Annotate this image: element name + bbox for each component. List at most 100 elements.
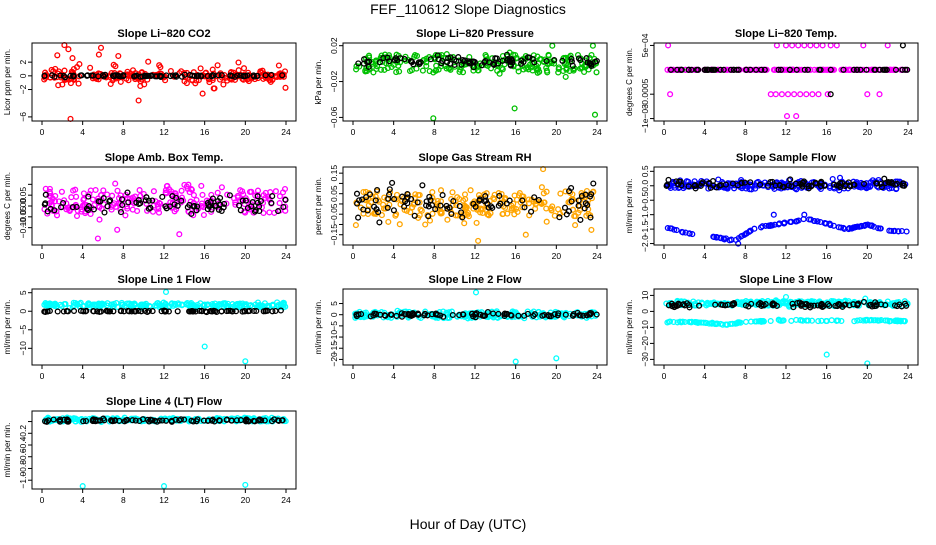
overlay-point (406, 311, 413, 318)
data-point (97, 44, 105, 51)
data-point (485, 212, 492, 219)
y-tick-label: −15 (329, 341, 339, 356)
overlay-point (90, 416, 97, 423)
data-point (44, 301, 51, 308)
overlay-point (73, 203, 80, 211)
data-point (462, 203, 469, 210)
overlay-point (144, 416, 151, 423)
data-point (592, 312, 599, 319)
overlay-point (827, 66, 834, 73)
overlay-point (43, 418, 50, 425)
y-axis-label: ml/min per min. (625, 179, 634, 234)
data-point (829, 175, 836, 183)
data-point (823, 351, 830, 358)
data-point (467, 187, 474, 194)
overlay-point (354, 200, 361, 207)
overlay-point (163, 72, 170, 79)
data-point (280, 301, 287, 308)
overlay-point (186, 71, 193, 78)
data-point (475, 67, 482, 74)
data-point (514, 64, 521, 71)
overlay-point (109, 418, 116, 425)
overlay-point (753, 66, 760, 73)
data-point (851, 318, 858, 325)
y-tick-label: −0.4 (18, 436, 28, 453)
data-point (757, 317, 764, 324)
data-point (74, 416, 81, 423)
overlay-point (466, 60, 473, 67)
overlay-point (733, 66, 740, 73)
x-tick-label: 12 (159, 127, 169, 137)
y-axis-label: degrees C per min. (3, 172, 12, 240)
overlay-point (275, 208, 282, 215)
data-point (229, 301, 236, 308)
data-point (771, 66, 779, 73)
overlay-point (456, 312, 463, 319)
overlay-point (196, 307, 203, 314)
x-tick-label: 8 (121, 127, 126, 137)
overlay-point (106, 198, 113, 205)
overlay-point (414, 199, 421, 206)
overlay-point (60, 72, 67, 79)
overlay-point (246, 307, 253, 314)
data-point (220, 81, 227, 88)
data-point (136, 187, 143, 194)
data-point (242, 481, 249, 488)
overlay-point (268, 199, 275, 207)
chart-panel: Slope Line 1 Flow ml/min per min. 0 4 8 12 16 2… (3, 274, 297, 381)
overlay-point (372, 197, 379, 204)
data-point (411, 194, 418, 201)
data-point (557, 190, 564, 197)
overlay-point (712, 301, 719, 308)
x-tick-label: 12 (159, 371, 169, 381)
data-point (385, 218, 392, 225)
data-point (93, 302, 100, 309)
data-point (434, 197, 441, 204)
x-tick-label: 16 (200, 251, 210, 261)
data-point (232, 201, 239, 208)
overlay-point (57, 416, 64, 423)
data-point (115, 52, 122, 60)
y-tick-label: −6 (18, 112, 28, 122)
x-tick-label: 0 (40, 251, 45, 261)
data-point (788, 317, 795, 324)
data-point (96, 216, 103, 223)
data-point (453, 202, 460, 209)
overlay-point (544, 312, 552, 319)
overlay-point (786, 66, 793, 73)
chart-title: Slope Line 1 Flow (118, 274, 211, 286)
data-point (186, 189, 193, 196)
data-point (362, 67, 369, 74)
overlay-point (435, 56, 442, 63)
y-tick-label: 0.0 (640, 180, 650, 192)
overlay-point (590, 180, 597, 187)
data-point (522, 231, 529, 238)
data-point (477, 209, 484, 216)
overlay-point (821, 182, 828, 189)
data-point (92, 186, 99, 194)
x-tick-label: 20 (241, 495, 251, 505)
overlay-point (237, 72, 244, 79)
data-point (269, 302, 276, 309)
overlay-point (239, 197, 246, 204)
overlay-point (888, 178, 895, 186)
overlay-point (429, 311, 436, 318)
overlay-point (61, 416, 68, 423)
data-point (779, 317, 786, 324)
data-point (203, 302, 210, 309)
overlay-point (679, 301, 686, 308)
y-axis-label: ml/min per min. (3, 423, 12, 478)
data-point (118, 299, 125, 306)
overlay-point (521, 312, 528, 319)
data-point (236, 304, 243, 311)
overlay-point (440, 313, 447, 320)
y-axis-label: Licor ppm per min. (3, 49, 12, 115)
overlay-point (496, 192, 503, 199)
data-point (529, 59, 536, 66)
x-tick-label: 16 (200, 371, 210, 381)
overlay-point (696, 302, 703, 309)
data-point (543, 67, 550, 74)
data-point (869, 66, 876, 73)
data-point (77, 299, 84, 306)
data-point (127, 416, 134, 423)
